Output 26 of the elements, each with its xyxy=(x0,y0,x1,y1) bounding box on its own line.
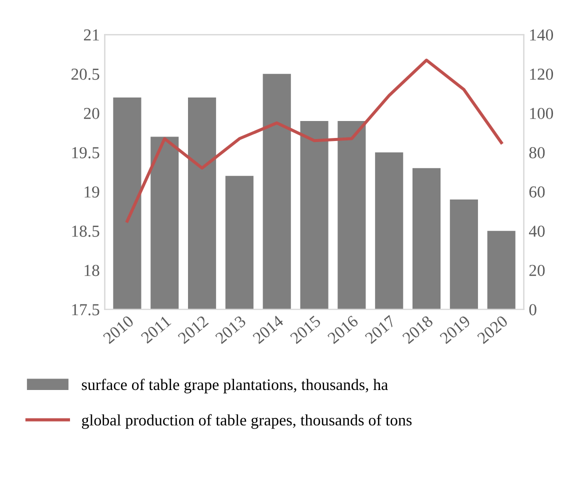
y-tick-label: 19.5 xyxy=(72,147,100,158)
x-tick-label: 2020 xyxy=(476,315,508,344)
y2-tick-label: 40 xyxy=(528,226,545,237)
y-tick-label: 20 xyxy=(84,108,100,120)
x-tick-label: 2019 xyxy=(439,315,471,344)
y2-tick-label: 140 xyxy=(530,29,554,41)
y-tick-label: 21 xyxy=(84,29,99,40)
y2-tick-label: 20 xyxy=(529,264,545,276)
line-series xyxy=(126,58,503,223)
x-tick-label: 2010 xyxy=(102,315,134,344)
legend-label: surface of table grape plantations, thousands, ha xyxy=(82,378,388,394)
x-tick-label: 2011 xyxy=(140,315,172,344)
y2-tick-label: 60 xyxy=(529,186,545,198)
x-tick-label: 2018 xyxy=(402,315,434,344)
y2-tick-label: 80 xyxy=(529,147,545,158)
y2-tick-label: 100 xyxy=(530,108,554,120)
y-tick-label: 20.5 xyxy=(71,68,100,80)
y-tick-label: 17.5 xyxy=(72,304,100,316)
x-tick-label: 2013 xyxy=(214,315,246,344)
y-tick-label: 18 xyxy=(84,264,100,276)
y2-tick-label: 0 xyxy=(529,304,536,316)
legend-label: global production of table grapes, thousands of tons xyxy=(82,414,412,429)
x-tick-label: 2012 xyxy=(177,315,209,344)
y-tick-label: 19 xyxy=(84,186,100,198)
y2-tick-label: 120 xyxy=(530,68,554,80)
y-tick-label: 18.5 xyxy=(72,226,100,237)
